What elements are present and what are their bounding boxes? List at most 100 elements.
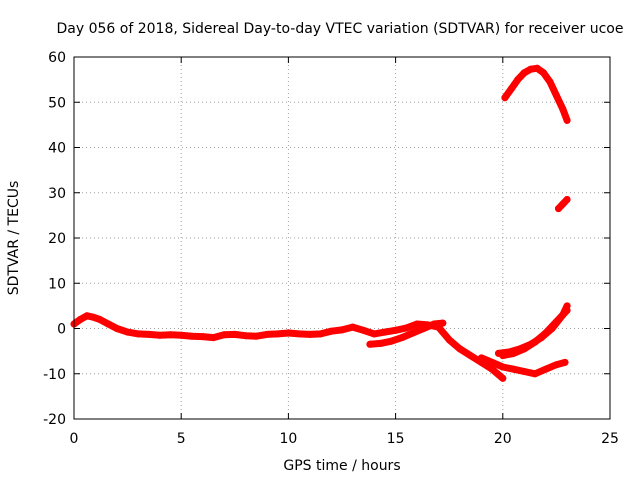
data-point (559, 200, 567, 208)
data-point (456, 345, 464, 353)
data-point (546, 78, 554, 86)
data-point (387, 337, 395, 345)
data-point (533, 64, 541, 72)
data-point (338, 326, 346, 334)
data-point (220, 331, 228, 339)
data-point (520, 368, 528, 375)
data-point (477, 354, 485, 362)
data-point (531, 370, 539, 378)
data-point (377, 339, 385, 347)
x-tick-label: 20 (494, 431, 512, 447)
data-point (284, 329, 292, 337)
data-point (413, 320, 421, 328)
data-point (510, 349, 517, 357)
data-point (542, 329, 550, 337)
x-tick-label: 25 (601, 431, 619, 447)
x-tick-label: 10 (279, 431, 297, 447)
data-point (177, 331, 185, 339)
data-point (563, 306, 571, 314)
data-point (445, 336, 453, 344)
data-layer (70, 64, 571, 382)
data-point (510, 365, 517, 373)
data-point (89, 313, 97, 321)
data-point (555, 205, 562, 213)
data-point (274, 330, 282, 338)
data-point (501, 94, 509, 102)
data-point (552, 92, 560, 99)
y-axis-label: SDTVAR / TECUs (6, 181, 22, 296)
data-point (499, 363, 507, 371)
data-point (167, 331, 174, 339)
x-tick-label: 15 (387, 431, 405, 447)
data-point (563, 196, 571, 203)
data-point (242, 332, 249, 340)
data-point (527, 65, 535, 73)
y-tick-label: 50 (48, 95, 66, 111)
data-point (359, 326, 367, 334)
data-point (520, 345, 528, 353)
data-point (113, 325, 121, 332)
data-point (520, 69, 528, 77)
data-point (134, 330, 142, 338)
y-tick-label: 0 (57, 322, 66, 338)
x-tick-label: 5 (177, 431, 186, 447)
data-point (104, 320, 112, 328)
data-point (531, 338, 539, 346)
grid (74, 57, 610, 419)
x-tick-label: 0 (70, 431, 79, 447)
data-point (552, 361, 560, 369)
data-point (231, 330, 239, 338)
data-point (430, 320, 438, 328)
data-point (306, 330, 314, 338)
data-point (83, 312, 91, 320)
data-point (156, 331, 164, 339)
data-point (349, 323, 357, 331)
data-point (488, 365, 496, 373)
data-point (124, 328, 132, 336)
data-point (402, 324, 410, 332)
data-point (420, 325, 427, 332)
data-point (499, 374, 507, 382)
data-point (145, 330, 153, 338)
data-point (76, 315, 84, 323)
data-point (327, 327, 335, 335)
data-point (552, 318, 560, 326)
data-point (559, 105, 567, 113)
data-point (398, 334, 406, 342)
data-point (199, 333, 207, 341)
tick-labels: 0 5 10 15 20 25 -20 -10 0 10 20 30 40 50 60 (43, 50, 619, 447)
data-point (392, 326, 400, 334)
data-point (439, 319, 447, 327)
data-point (317, 330, 325, 338)
data-point (542, 365, 550, 373)
chart-title: Day 056 of 2018, Sidereal Day-to-day VTE… (57, 21, 624, 37)
data-point (295, 330, 303, 338)
data-point (507, 85, 515, 93)
data-point (263, 330, 271, 338)
data-point (561, 358, 569, 366)
data-point (209, 334, 217, 342)
y-tick-label: 20 (48, 231, 66, 247)
y-tick-label: 60 (48, 50, 66, 66)
data-point (366, 340, 374, 348)
data-point (96, 315, 104, 323)
y-tick-label: 10 (48, 276, 66, 292)
data-point (252, 332, 260, 340)
y-tick-label: -20 (43, 412, 66, 428)
data-point (409, 329, 417, 337)
data-point (188, 332, 196, 340)
data-point (370, 330, 378, 338)
data-point (499, 352, 507, 360)
y-tick-label: 40 (48, 141, 66, 157)
data-point (540, 69, 547, 77)
ticks (73, 56, 611, 420)
data-point (488, 358, 496, 366)
data-point (381, 328, 389, 336)
x-axis-label: GPS time / hours (283, 458, 400, 474)
data-point (563, 116, 571, 124)
y-tick-label: -10 (43, 367, 66, 383)
y-tick-label: 30 (48, 186, 66, 202)
data-point (514, 76, 522, 84)
data-point (467, 352, 475, 360)
